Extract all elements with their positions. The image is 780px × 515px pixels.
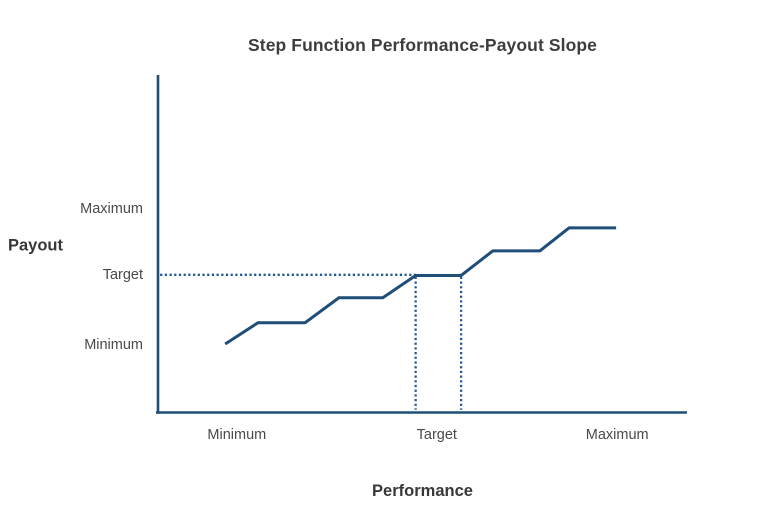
x-axis-title: Performance <box>372 482 473 500</box>
chart-title: Step Function Performance-Payout Slope <box>248 35 597 55</box>
y-axis-title: Payout <box>8 236 64 255</box>
y-tick-label-maximum: Maximum <box>80 200 143 217</box>
y-tick-label-target: Target <box>102 266 143 283</box>
payout-step-line <box>224 226 617 346</box>
y-tick-label-minimum: Minimum <box>84 336 143 353</box>
x-tick-label-target: Target <box>416 427 457 443</box>
x-tick-label-maximum: Maximum <box>585 427 649 443</box>
x-tick-label-minimum: Minimum <box>207 427 267 443</box>
